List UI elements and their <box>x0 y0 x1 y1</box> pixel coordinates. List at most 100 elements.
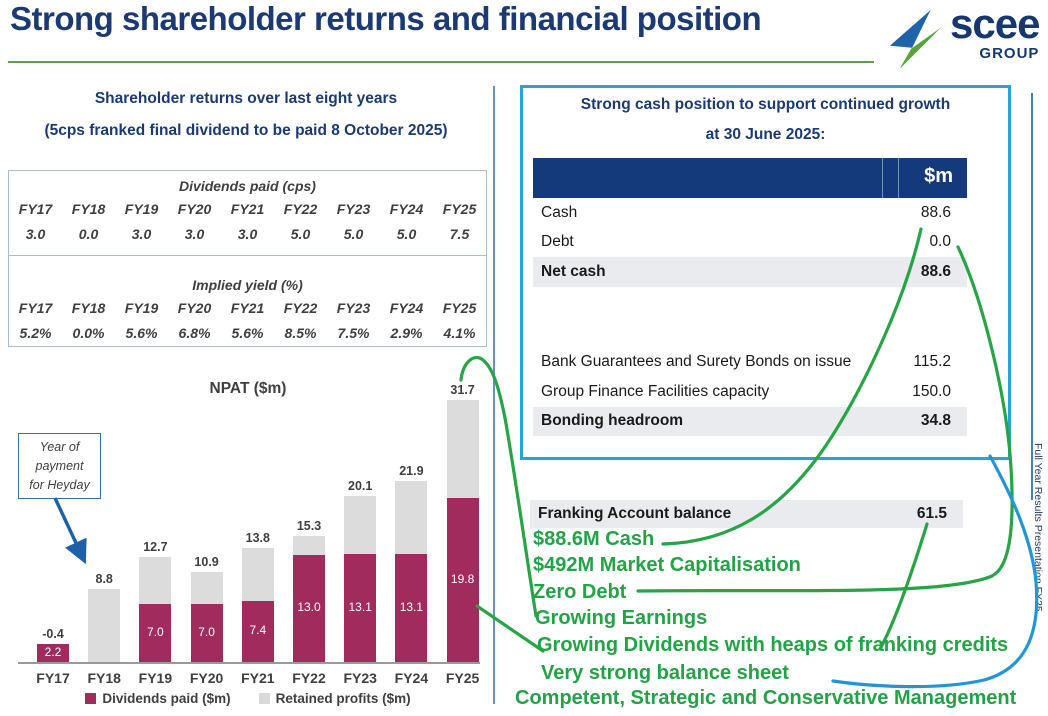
scee-logo: scee GROUP <box>886 0 1040 72</box>
fy-value-cell: 6.8% <box>178 325 211 341</box>
cash-table-row: Bank Guarantees and Surety Bonds on issu… <box>533 348 967 378</box>
bar-segment-label: 7.0 <box>147 625 164 640</box>
chart-title: NPAT ($m) <box>209 380 287 397</box>
fy-year-cell: FY20 <box>177 201 212 217</box>
bar-total-label: 12.7 <box>143 540 168 555</box>
heyday-callout: Year of payment for Heyday <box>18 433 101 500</box>
fy-year-cell: FY21 <box>230 201 265 217</box>
callout-line: Year of <box>39 440 80 454</box>
implied-yield-table: Implied yield (%) FY17 FY18 FY19 FY20 FY21 FY… <box>8 255 487 347</box>
bar-segment-retained <box>293 535 325 555</box>
highlight-statement: Zero Debt <box>533 581 627 603</box>
yield-table-years: FY17 FY18 FY19 FY20 FY21 FY22 FY23 FY24 FY25 <box>9 300 486 316</box>
bar-segment-dividends <box>344 553 377 662</box>
bar-segment-retained <box>395 481 428 554</box>
cash-row-label: Group Finance Facilities capacity <box>541 382 770 400</box>
fy-year-cell: FY22 <box>283 201 318 217</box>
yield-table-title: Implied yield (%) <box>192 277 303 293</box>
cash-table-spacer <box>533 287 967 348</box>
fy-year-cell: FY17 <box>18 201 53 217</box>
center-divider-line <box>493 86 495 704</box>
bar-segment-dividends <box>293 554 325 662</box>
chart-x-tick-label: FY25 <box>445 670 480 686</box>
bar-total-label: 21.9 <box>399 464 424 479</box>
chart-x-tick-label: FY19 <box>138 670 173 686</box>
fy-value-cell: 3.0 <box>237 226 258 242</box>
fy-value-cell: 8.5% <box>284 325 317 341</box>
franking-value: 61.5 <box>916 505 947 522</box>
fy-value-cell: 7.5% <box>337 325 370 341</box>
fy-value-cell: 2.9% <box>390 325 423 341</box>
right-border-line <box>1031 93 1033 500</box>
dividends-table-values: 3.0 0.0 3.0 3.0 3.0 5.0 5.0 5.0 7.5 <box>9 226 486 242</box>
fy-value-cell: 5.0 <box>290 226 311 242</box>
fy-value-cell: 0.0% <box>72 325 105 341</box>
chart-x-tick-label: FY20 <box>189 670 224 686</box>
fy-year-cell: FY24 <box>389 300 424 316</box>
fy-value-cell: 0.0 <box>78 226 99 242</box>
cash-row-value: 88.6 <box>920 262 951 280</box>
legend-label: Dividends paid ($m) <box>102 691 231 706</box>
fy-value-cell: 5.2% <box>19 325 52 341</box>
bar-segment-retained <box>446 400 479 499</box>
fy-value-cell: 5.0 <box>343 226 364 242</box>
bar-total-label: 13.8 <box>245 531 270 545</box>
bar-segment-label: 19.8 <box>450 572 475 587</box>
callout-line: for Heyday <box>29 477 90 492</box>
bar-segment-dividends <box>139 604 172 662</box>
fy-value-cell: 3.0 <box>25 226 46 242</box>
cash-row-value: 115.2 <box>913 353 951 371</box>
cash-row-value: 88.6 <box>920 203 951 221</box>
fy-year-cell: FY18 <box>71 300 106 316</box>
connector-franking <box>878 522 929 651</box>
fy-value-cell: 5.0 <box>396 226 417 242</box>
cash-table-row: Group Finance Facilities capacity 150.0 <box>533 377 967 407</box>
fy-year-cell: FY19 <box>124 300 159 316</box>
fy-year-cell: FY25 <box>442 300 477 316</box>
fy-year-cell: FY23 <box>336 201 371 217</box>
fy-year-cell: FY21 <box>230 300 265 316</box>
logo-sub-text: GROUP <box>979 44 1040 62</box>
legend-label: Retained profits ($m) <box>275 691 411 706</box>
bar-total-label: 31.7 <box>450 383 475 398</box>
dividends-table-title: Dividends paid (cps) <box>179 178 316 194</box>
cash-row-label: Bonding headroom <box>541 412 684 430</box>
fy-year-cell: FY23 <box>336 300 371 316</box>
franking-label: Franking Account balance <box>538 505 732 522</box>
cash-box-heading-2: at 30 June 2025: <box>705 126 826 143</box>
fy-value-cell: 5.6% <box>125 325 158 341</box>
bar-segment-label: 7.0 <box>198 625 215 640</box>
cash-table-row: Debt 0.0 <box>533 228 967 258</box>
bar-segment-dividends <box>190 604 223 662</box>
bar-total-label: 20.1 <box>348 478 373 493</box>
fy-value-cell: 5.6% <box>231 325 264 341</box>
yield-table-values: 5.2% 0.0% 5.6% 6.8% 5.6% 8.5% 7.5% 2.9% 4.1% <box>9 325 486 341</box>
cash-table-header: $m <box>533 158 967 198</box>
cash-row-label: Debt <box>541 233 574 251</box>
cash-table-row: Net cash 88.6 <box>533 257 967 287</box>
bar-segment-label: 7.4 <box>249 623 267 638</box>
bar-total-label: 15.3 <box>296 518 322 533</box>
chart-x-tick-label: FY17 <box>36 670 70 686</box>
fy-year-cell: FY25 <box>442 201 477 217</box>
cash-row-value: 150.0 <box>912 382 951 400</box>
cash-row-label: Cash <box>541 203 578 221</box>
bar-segment-dividends <box>37 643 69 662</box>
fy-year-cell: FY17 <box>18 300 53 316</box>
unit-header: $m <box>924 165 953 187</box>
fy-value-cell: 3.0 <box>184 226 205 242</box>
fy-year-cell: FY19 <box>124 201 159 217</box>
bar-segment-label: 13.1 <box>399 599 424 614</box>
cash-row-label: Bank Guarantees and Surety Bonds on issu… <box>541 353 852 371</box>
dividends-paid-table: Dividends paid (cps) FY17 FY18 FY19 FY20 FY2… <box>8 170 487 256</box>
cash-row-label: Net cash <box>541 262 606 280</box>
scee-logo-arrow-icon <box>889 9 942 70</box>
page-title: Strong shareholder returns and financial… <box>10 0 762 37</box>
logo-brand-text: scee <box>950 0 1040 47</box>
bar-segment-label: 2.2 <box>44 644 62 659</box>
cash-table-rows: Cash 88.6 Debt 0.0 Net cash 88.6 Bank Guarante… <box>533 198 967 436</box>
bar-segment-retained <box>344 495 377 554</box>
bar-segment-dividends <box>241 600 274 662</box>
bar-total-label: 8.8 <box>95 572 113 587</box>
chart-legend: Dividends paid ($m) Retained profits ($m) <box>8 691 488 706</box>
